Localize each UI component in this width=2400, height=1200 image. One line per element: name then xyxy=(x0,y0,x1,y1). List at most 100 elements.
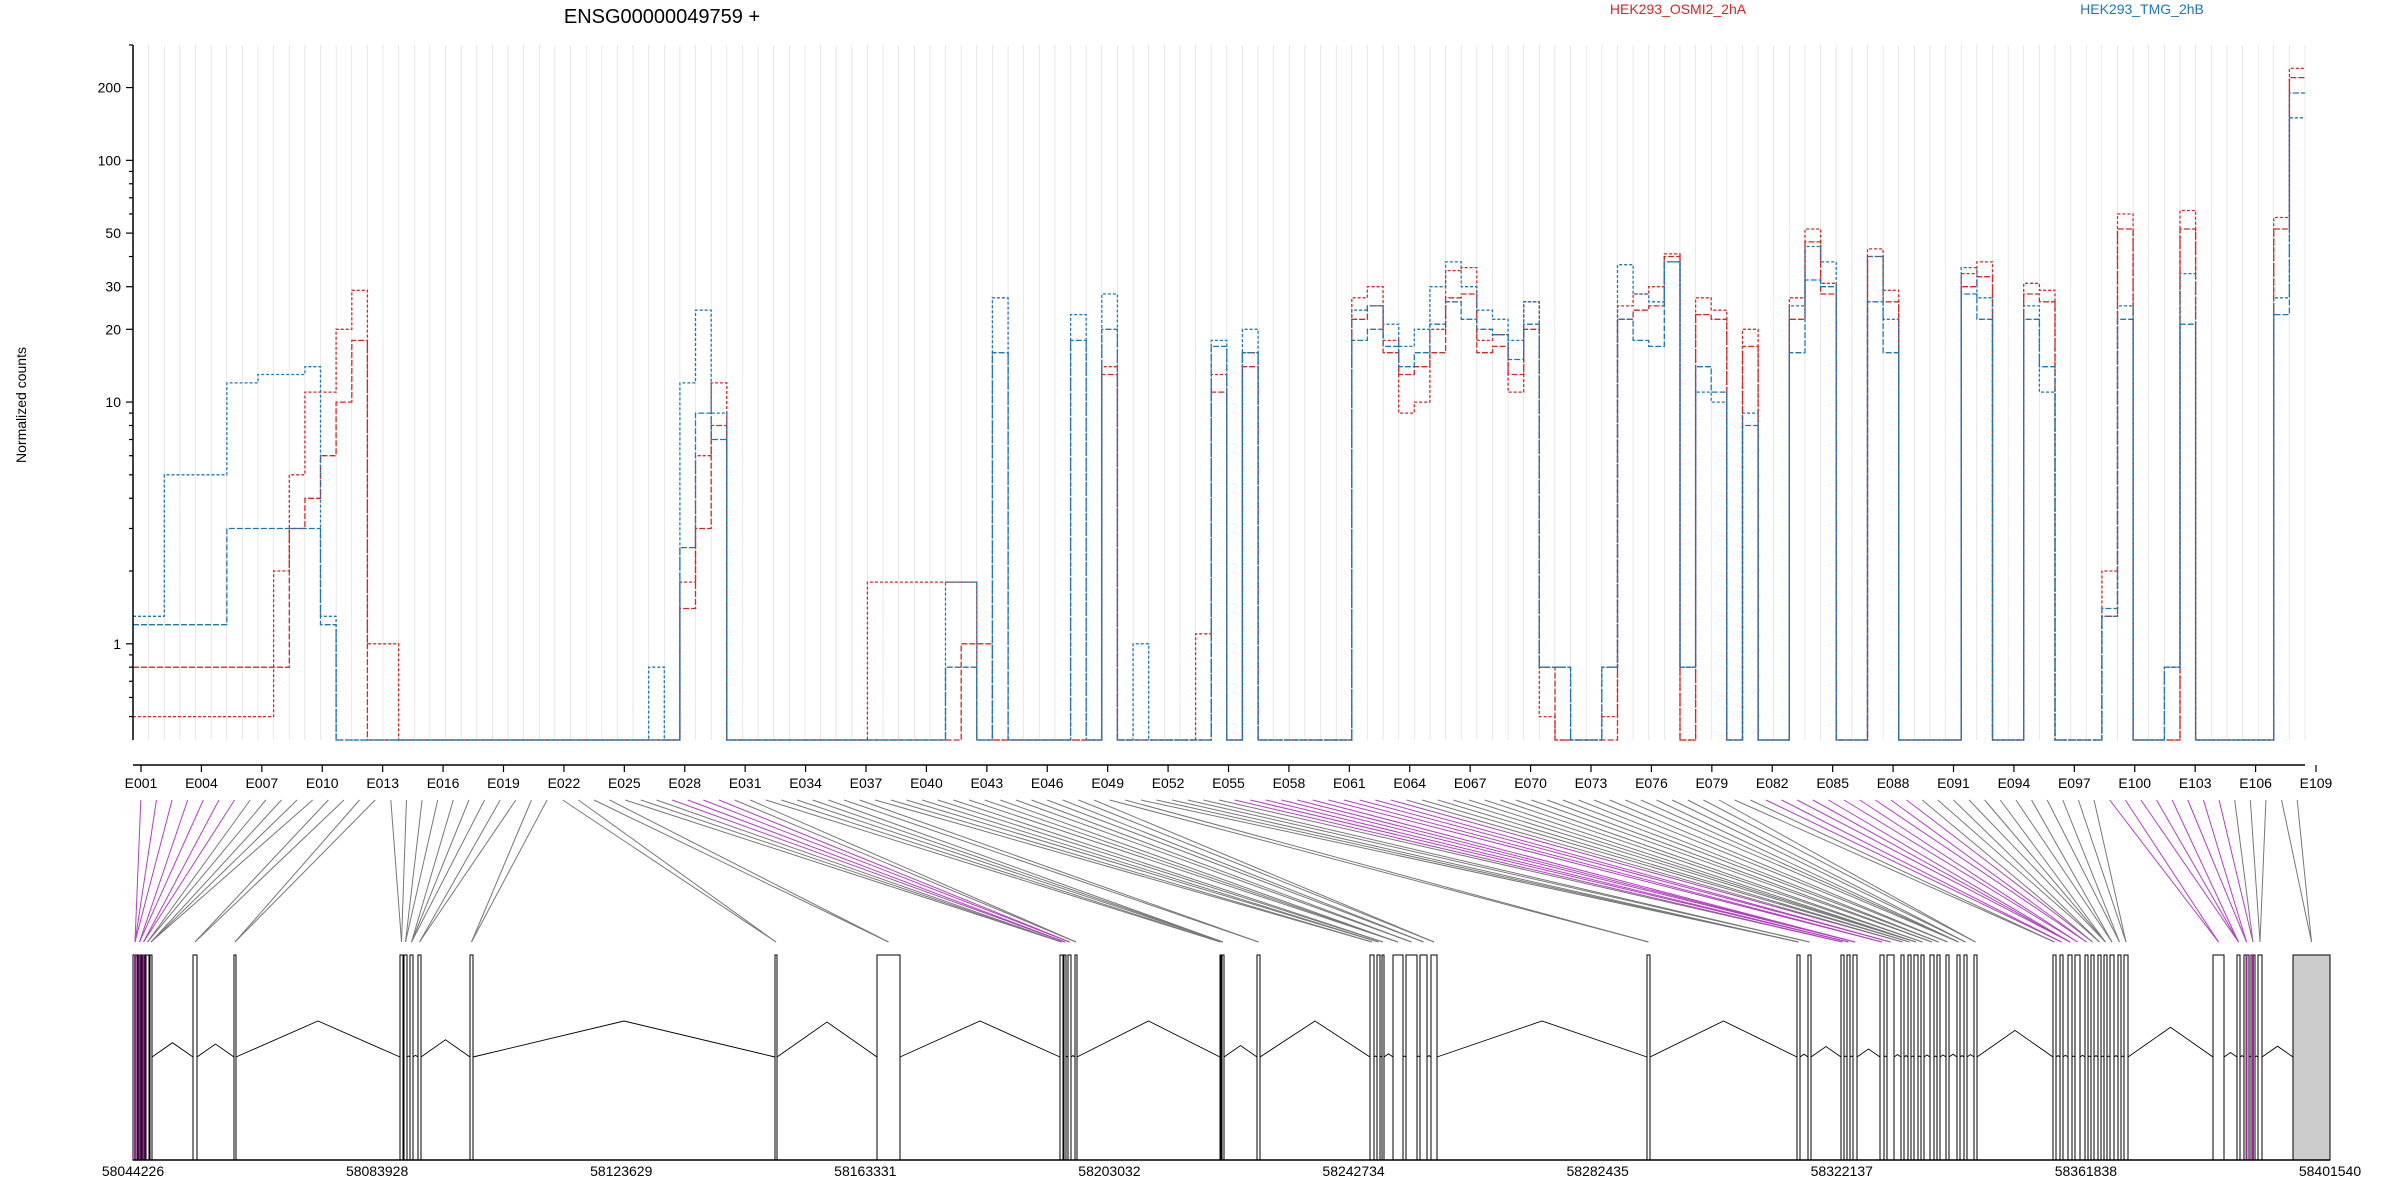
connector-line xyxy=(687,799,1066,943)
intron-line xyxy=(2093,1055,2099,1058)
exon-box xyxy=(2292,954,2331,1161)
connector-line xyxy=(1140,799,1799,943)
connector-line xyxy=(1906,799,2093,943)
connector-line xyxy=(1234,799,1843,943)
intron-line xyxy=(2062,1054,2069,1058)
y-tick-label: 50 xyxy=(105,225,121,241)
connector-line xyxy=(1031,799,1412,943)
connector-line xyxy=(718,799,1070,943)
intron-line xyxy=(1893,1053,1902,1058)
connector-line xyxy=(828,799,1224,943)
intron-line xyxy=(2120,1055,2125,1058)
intron-line xyxy=(2261,1045,2294,1058)
connector-line xyxy=(1562,799,1939,943)
intron-line xyxy=(2106,1055,2111,1058)
exon-box xyxy=(1256,954,1261,1161)
connector-line xyxy=(1421,799,1910,943)
connector-line xyxy=(134,799,142,943)
connector-line xyxy=(419,799,501,943)
connector-line xyxy=(625,799,1062,943)
connector-line xyxy=(2093,799,2127,943)
exon-box xyxy=(1879,954,1885,1161)
data-series xyxy=(133,67,2305,741)
intron-line xyxy=(2100,1055,2105,1058)
connector-line xyxy=(1999,799,2106,943)
x-tick-label: E016 xyxy=(427,775,460,791)
series-line-1 xyxy=(133,76,2305,741)
intron-line xyxy=(472,1020,776,1058)
intron-line xyxy=(1917,1055,1922,1058)
connector-line xyxy=(1640,799,1959,943)
connector-line xyxy=(2234,799,2254,943)
connector-line xyxy=(1578,799,1939,943)
intron-line xyxy=(2239,1055,2245,1058)
connector-line xyxy=(1953,799,2100,943)
connector-line xyxy=(411,799,486,943)
connector-line xyxy=(2249,799,2261,943)
x-tick-label: E109 xyxy=(2300,775,2333,791)
genomic-tick-label: 58044226 xyxy=(102,1163,165,1179)
connector-line xyxy=(578,799,777,943)
connector-line xyxy=(1343,799,1883,943)
x-tick-label: E022 xyxy=(548,775,581,791)
connector-line xyxy=(671,799,1066,943)
x-tick-label: E049 xyxy=(1091,775,1124,791)
x-tick-label: E028 xyxy=(668,775,701,791)
connector-line xyxy=(1078,799,1435,943)
connector-line xyxy=(1625,799,1959,943)
connector-line xyxy=(750,799,1077,943)
connector-line xyxy=(1500,799,1923,943)
intron-line xyxy=(2055,1055,2061,1058)
exon-box xyxy=(1796,954,1801,1161)
x-tick-label: E064 xyxy=(1393,775,1426,791)
intron-line xyxy=(899,1020,1061,1058)
intron-line xyxy=(2254,1055,2259,1058)
exon-box xyxy=(1846,954,1851,1161)
exon-box xyxy=(1405,954,1418,1161)
connector-line xyxy=(640,799,1062,943)
connector-line xyxy=(1281,799,1856,943)
x-tick-label: E001 xyxy=(125,775,158,791)
connector-line xyxy=(411,799,454,943)
exon-box xyxy=(1920,954,1925,1161)
connector-line xyxy=(1000,799,1399,943)
genomic-tick-label: 58361838 xyxy=(2055,1163,2118,1179)
connector-line xyxy=(411,799,470,943)
connector-line xyxy=(143,799,220,943)
connector-line xyxy=(843,799,1259,943)
connector-line xyxy=(812,799,1224,943)
y-tick-label: 100 xyxy=(98,152,122,168)
connector-line xyxy=(1125,799,1649,943)
connector-line xyxy=(2109,799,2219,943)
connector-line xyxy=(1109,799,1649,943)
x-tick-label: E019 xyxy=(487,775,520,791)
intron-line xyxy=(1259,1020,1371,1058)
x-tick-label: E037 xyxy=(850,775,883,791)
exon-box xyxy=(409,954,414,1161)
legend-label-osmi2: HEK293_OSMI2_2hA xyxy=(1610,1,1747,17)
intron-line xyxy=(1065,1055,1069,1058)
connector-line xyxy=(2156,799,2239,943)
exon-box xyxy=(1369,954,1375,1161)
connector-line xyxy=(1687,799,1966,943)
connector-line xyxy=(139,799,189,943)
intron-line xyxy=(2248,1055,2252,1058)
connector-line xyxy=(419,799,517,943)
connector-line xyxy=(1750,799,2055,943)
connector-line xyxy=(1187,799,1810,943)
x-tick-label: E010 xyxy=(306,775,339,791)
connector-line xyxy=(968,799,1399,943)
connector-line xyxy=(1875,799,2087,943)
connector-line xyxy=(1703,799,1976,943)
connector-line xyxy=(1796,799,2071,943)
exon-box xyxy=(1913,954,1919,1161)
connector-line xyxy=(1046,799,1424,943)
connector-line xyxy=(405,799,423,943)
intron-line xyxy=(1799,1053,1809,1058)
exon-box xyxy=(1840,954,1845,1161)
connector-line xyxy=(2077,799,2127,943)
intron-line xyxy=(1436,1020,1648,1058)
x-tick-label: E061 xyxy=(1333,775,1366,791)
intron-line xyxy=(1402,1055,1407,1058)
exon-box xyxy=(2236,954,2241,1161)
